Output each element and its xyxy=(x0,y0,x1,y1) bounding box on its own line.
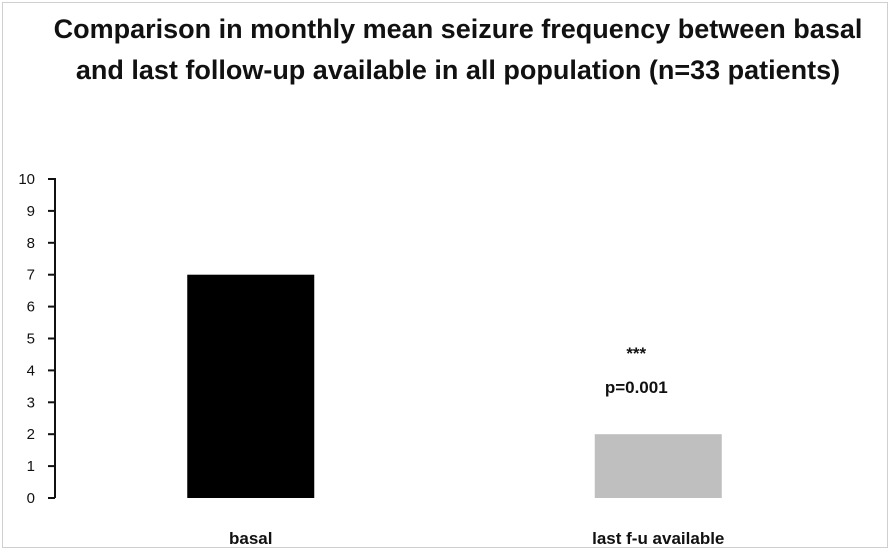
y-tick-label: 8 xyxy=(27,235,35,252)
x-category-label: last f-u available xyxy=(592,529,724,548)
bar-last-f-u-available xyxy=(594,434,722,498)
y-tick-label: 10 xyxy=(18,171,35,188)
y-tick-label: 5 xyxy=(27,331,35,348)
y-tick-label: 7 xyxy=(27,267,35,284)
y-tick-label: 3 xyxy=(27,394,35,411)
y-tick-label: 2 xyxy=(27,426,35,443)
bars-group xyxy=(187,274,722,498)
y-tick-label: 6 xyxy=(27,299,35,316)
x-category-label: basal xyxy=(229,529,272,548)
y-tick-label: 0 xyxy=(27,490,35,507)
significance-stars: *** xyxy=(626,344,646,363)
bar-basal xyxy=(187,274,315,498)
y-tick-label: 1 xyxy=(27,458,35,475)
chart-title: Comparison in monthly mean seizure frequ… xyxy=(53,14,863,85)
p-value-label: p=0.001 xyxy=(605,378,668,397)
annotations-group: *** p=0.001 xyxy=(605,344,668,397)
y-tick-label: 9 xyxy=(27,203,35,220)
x-axis-labels: basal last f-u available xyxy=(229,529,724,548)
y-tick-label: 4 xyxy=(27,362,35,379)
y-axis-ticks: 0 1 2 3 4 5 6 7 8 9 10 xyxy=(18,171,55,507)
